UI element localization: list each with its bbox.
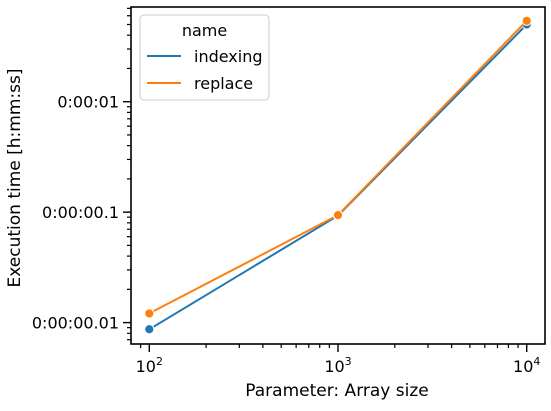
legend-label-replace: replace xyxy=(194,74,253,93)
y-tick-label: 0:00:01 xyxy=(57,93,119,112)
data-point-indexing xyxy=(145,325,154,334)
y-axis-label: Execution time [h:mm:ss] xyxy=(5,69,25,288)
legend-label-indexing: indexing xyxy=(194,47,263,66)
y-tick-label: 0:00:00.1 xyxy=(42,203,119,222)
x-tick-label: 102 xyxy=(136,355,163,376)
x-tick-label: 104 xyxy=(513,355,540,376)
data-point-replace xyxy=(145,309,154,318)
data-point-replace xyxy=(522,16,531,25)
legend: name indexing replace xyxy=(140,15,269,100)
data-point-replace xyxy=(333,211,342,220)
x-axis-label: Parameter: Array size xyxy=(245,381,428,401)
y-tick-label: 0:00:00.01 xyxy=(32,314,119,333)
x-tick-label: 103 xyxy=(324,355,351,376)
legend-title: name xyxy=(182,21,227,40)
